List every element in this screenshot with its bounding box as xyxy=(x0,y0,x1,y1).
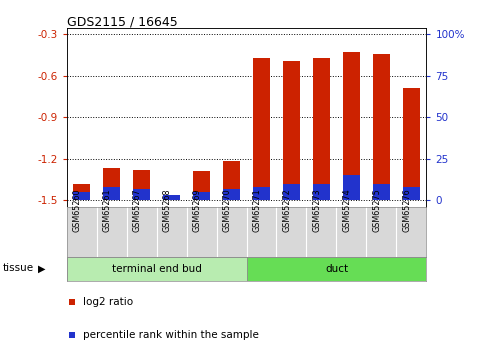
Bar xyxy=(253,58,270,200)
Bar xyxy=(403,187,420,200)
Bar xyxy=(403,88,420,200)
Bar xyxy=(283,184,300,200)
Bar xyxy=(343,52,360,200)
Bar xyxy=(246,257,426,281)
Bar xyxy=(193,192,210,200)
Text: GSM65275: GSM65275 xyxy=(372,189,382,233)
Bar xyxy=(133,188,150,200)
Text: ▶: ▶ xyxy=(38,264,46,274)
Text: GSM65273: GSM65273 xyxy=(313,189,321,232)
Text: tissue: tissue xyxy=(2,264,34,273)
Bar xyxy=(104,168,120,200)
Text: log2 ratio: log2 ratio xyxy=(83,297,133,307)
Bar xyxy=(193,171,210,200)
Bar xyxy=(67,257,246,281)
Text: GSM65261: GSM65261 xyxy=(103,189,111,232)
Bar xyxy=(73,192,90,200)
Bar xyxy=(283,61,300,200)
Text: duct: duct xyxy=(325,264,348,274)
Bar xyxy=(73,184,90,200)
Text: GDS2115 / 16645: GDS2115 / 16645 xyxy=(67,16,177,29)
Text: GSM65272: GSM65272 xyxy=(282,189,291,233)
Bar xyxy=(343,175,360,200)
Text: GSM65270: GSM65270 xyxy=(222,189,232,232)
Bar xyxy=(223,161,240,200)
Text: GSM65260: GSM65260 xyxy=(72,189,81,232)
Bar xyxy=(163,196,180,200)
Bar xyxy=(373,54,389,200)
Text: GSM65276: GSM65276 xyxy=(402,189,412,232)
Bar xyxy=(104,187,120,200)
Text: terminal end bud: terminal end bud xyxy=(111,264,202,274)
Text: GSM65267: GSM65267 xyxy=(133,189,141,232)
Bar xyxy=(133,170,150,200)
Bar xyxy=(373,184,389,200)
Bar xyxy=(313,58,330,200)
Bar xyxy=(223,188,240,200)
Text: GSM65274: GSM65274 xyxy=(343,189,352,232)
Text: GSM65269: GSM65269 xyxy=(192,189,202,232)
Bar xyxy=(163,195,180,200)
Text: GSM65268: GSM65268 xyxy=(163,189,172,232)
Text: GSM65271: GSM65271 xyxy=(252,189,261,232)
Bar xyxy=(253,187,270,200)
Text: percentile rank within the sample: percentile rank within the sample xyxy=(83,330,258,340)
Bar xyxy=(313,184,330,200)
